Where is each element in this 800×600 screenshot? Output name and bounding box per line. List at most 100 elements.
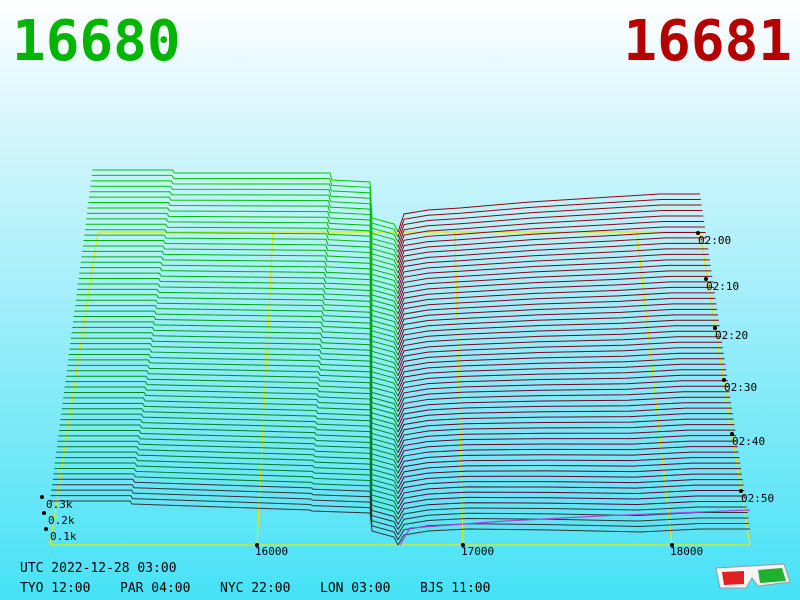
ask-depth-line [397,286,714,320]
ask-depth-line [397,259,710,294]
bid-depth-line [72,326,399,382]
ask-depth-line [397,380,728,407]
bid-depth-line [58,435,399,484]
ask-depth-line [397,242,708,279]
time-label: 02:00 [698,234,731,247]
ask-depth-line [397,220,705,258]
ask-depth-line [397,275,713,310]
ask-depth-line [397,468,741,489]
ask-depth-line [397,462,741,484]
bid-price: 16680 [12,9,181,74]
timezone-time: NYC 22:00 [220,581,290,596]
time-label: 02:50 [741,492,774,505]
price-tick [255,543,259,547]
ask-depth-line [397,308,718,340]
bid-depth-line [68,359,399,412]
bid-depth-line [89,196,399,258]
price-grid-line [636,231,673,546]
bid-depth-line [54,467,399,515]
ask-depth-line [397,435,737,458]
bid-depth-line [76,294,399,351]
ask-depth-line [397,402,732,428]
bid-depth-line [61,413,399,464]
ask-depth-line [397,413,733,438]
bid-depth-line [79,267,399,325]
ask-depth-line [397,281,714,315]
bid-depth-line [84,234,399,294]
bid-depth-line [66,370,399,423]
ask-depth-line [397,396,731,423]
bid-depth-line [67,364,399,417]
depth-tick [44,527,48,531]
depth-tick [42,511,46,515]
ask-depth-line [397,523,750,541]
ask-depth-line [397,226,705,263]
ask-depth-line [397,501,746,520]
price-tick [670,543,674,547]
ask-depth-line [397,341,723,371]
ask-depth-line [397,198,701,238]
bid-depth-line [86,218,399,279]
bid-depth-line [87,207,399,269]
ask-depth-line [397,418,734,443]
ask-depth-line [397,314,719,346]
utc-time: UTC 2022-12-28 03:00 [20,561,177,576]
price-label: 17000 [461,545,494,558]
bid-depth-line [68,353,399,407]
ask-depth-line [397,231,706,269]
bid-depth-line [66,375,399,428]
bid-depth-line [86,212,399,274]
bid-depth-line [62,402,399,453]
time-label: 02:10 [706,280,739,293]
ask-depth-line [397,440,737,464]
bid-depth-line [75,305,399,361]
bid-depth-line [70,337,399,392]
bid-depth-line [60,419,399,469]
ask-depth-line [397,495,746,515]
bid-depth-line [50,500,399,546]
ask-depth-line [397,490,745,510]
ask-depth-line [397,297,716,330]
timezones: TYO 12:00 PAR 04:00 NYC 22:00 LON 03:00 BJS … [20,581,490,596]
time-tick [730,432,734,436]
bid-depth-line [88,202,399,264]
ask-depth-line [397,363,726,392]
bid-depth-line [52,478,399,525]
ask-depth-line [397,369,727,397]
ask-depth-line [397,424,735,448]
bid-depth-line [82,245,399,305]
price-grid-line [256,231,274,546]
ask-depth-line [397,451,739,474]
bid-depth-line [89,191,399,253]
ask-depth-line [397,204,702,243]
ask-depth-line [397,193,700,233]
ask-depth-line [397,358,725,387]
bid-depth-line [73,316,399,371]
red-lens [722,571,744,585]
ask-depth-line [397,484,744,505]
bid-depth-line [72,321,399,376]
price-label: 16000 [255,545,288,558]
bid-depth-line [79,272,399,330]
bid-depth-line [51,489,399,535]
floor-outline [49,231,751,546]
timezone-time: BJS 11:00 [420,581,490,596]
bid-depth-line [85,223,399,284]
ask-depth-line [397,209,703,248]
time-tick [704,277,708,281]
bid-depth-line [63,397,399,448]
depth-tick [40,495,44,499]
timezone-time: TYO 12:00 [20,581,90,596]
depth-label: 0.1k [50,530,77,543]
bid-depth-line [53,473,399,520]
ask-depth-line [397,303,717,335]
bid-depth-line [75,299,399,356]
bid-depth-line [71,332,399,387]
ask-depth-line [397,248,709,284]
ask-depth-line [397,264,711,299]
ask-depth-line [397,446,738,469]
bid-depth-line [52,484,399,530]
time-tick [722,378,726,382]
ask-depth-line [397,407,732,433]
